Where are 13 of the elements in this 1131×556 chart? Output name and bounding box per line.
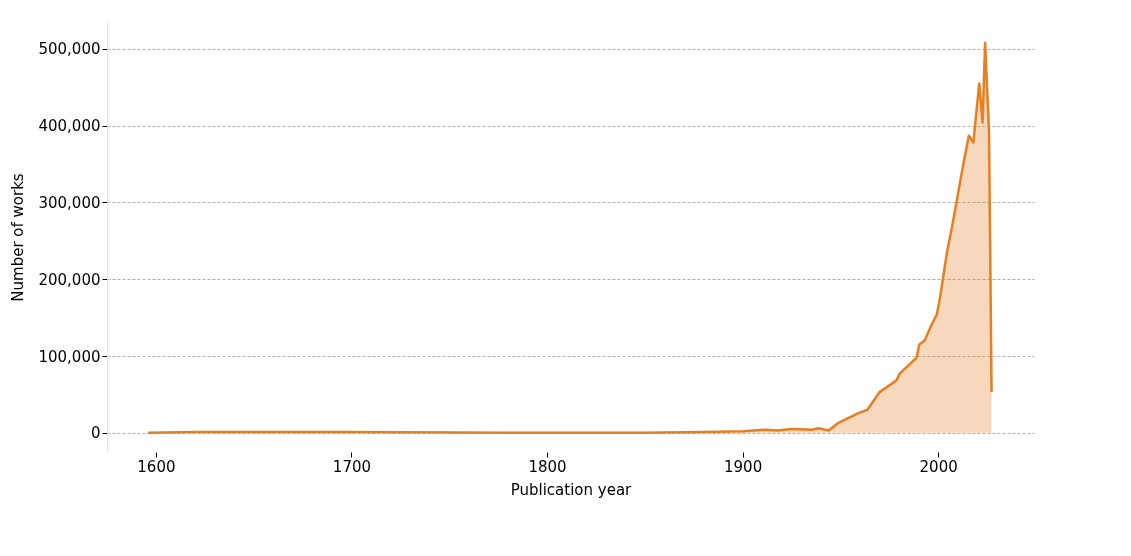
y-tick-label: 300,000 [38,193,101,212]
y-tick-label: 0 [90,424,101,443]
y-tick-label: 400,000 [38,117,101,136]
x-axis-title: Publication year [510,480,633,499]
y-tick-label: 100,000 [38,347,101,366]
x-tick-label: 1900 [724,457,763,476]
y-tick-label: 500,000 [38,40,101,59]
x-tick-label: 2000 [919,457,958,476]
x-tick-label: 1800 [528,457,567,476]
x-tick-label: 1700 [332,457,372,476]
x-tick-label: 1600 [137,457,176,476]
y-tick-label: 200,000 [38,270,101,289]
y-axis-title: Number of works [9,173,28,302]
